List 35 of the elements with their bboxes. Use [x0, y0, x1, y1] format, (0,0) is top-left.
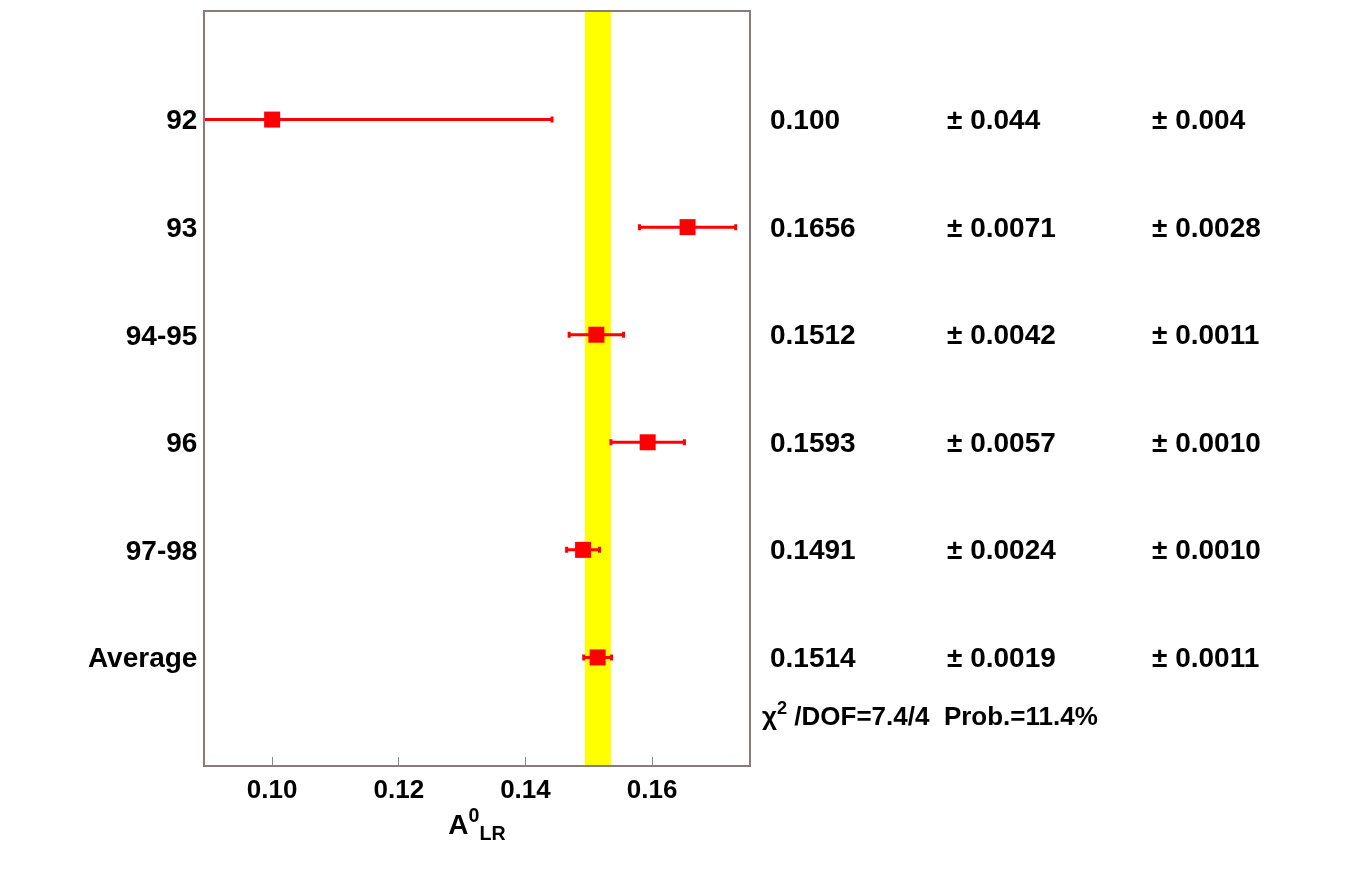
text: ± 0.004 — [1152, 104, 1246, 135]
text: ± 0.0010 — [1152, 427, 1261, 458]
point — [588, 326, 605, 343]
y-tick-label: 94-95 — [125, 319, 198, 351]
text: ± 0.0011 — [1152, 319, 1260, 350]
point — [639, 434, 656, 451]
y-tick-label: Average — [87, 642, 198, 674]
text: ± 0.0010 — [1152, 534, 1261, 565]
y-tick-label: 96 — [166, 427, 198, 459]
text: 0.1514 — [770, 642, 857, 673]
text: ± 0.0011 — [1152, 642, 1260, 673]
x-tick-label: 0.16 — [626, 774, 678, 805]
text: 0.1593 — [770, 427, 856, 458]
point — [575, 541, 592, 558]
x-tick-label: 0.14 — [500, 774, 552, 805]
text: ± 0.044 — [947, 104, 1041, 135]
text: 0.1512 — [770, 319, 856, 350]
x-tick-label: 0.10 — [246, 774, 298, 805]
text: ± 0.0024 — [947, 534, 1057, 565]
text: χ$^{2}$ /DOF=7.4/4 Prob.=11.4% — [762, 698, 1098, 731]
text: ± 0.0028 — [1152, 212, 1261, 243]
point — [679, 219, 696, 236]
y-tick-label: 92 — [166, 104, 198, 136]
point — [589, 649, 606, 666]
y-tick-label: 97-98 — [125, 534, 198, 566]
y-tick-label: 93 — [166, 211, 198, 243]
point — [264, 111, 281, 128]
text: 0.1656 — [770, 212, 856, 243]
text: ± 0.0042 — [947, 319, 1056, 350]
text: 0.100 — [770, 104, 841, 135]
text: 0.1491 — [770, 534, 856, 565]
text: ± 0.0057 — [947, 427, 1056, 458]
text: ± 0.0019 — [947, 642, 1056, 673]
text: ± 0.0071 — [947, 212, 1056, 243]
x-tick-label: 0.12 — [373, 774, 425, 805]
